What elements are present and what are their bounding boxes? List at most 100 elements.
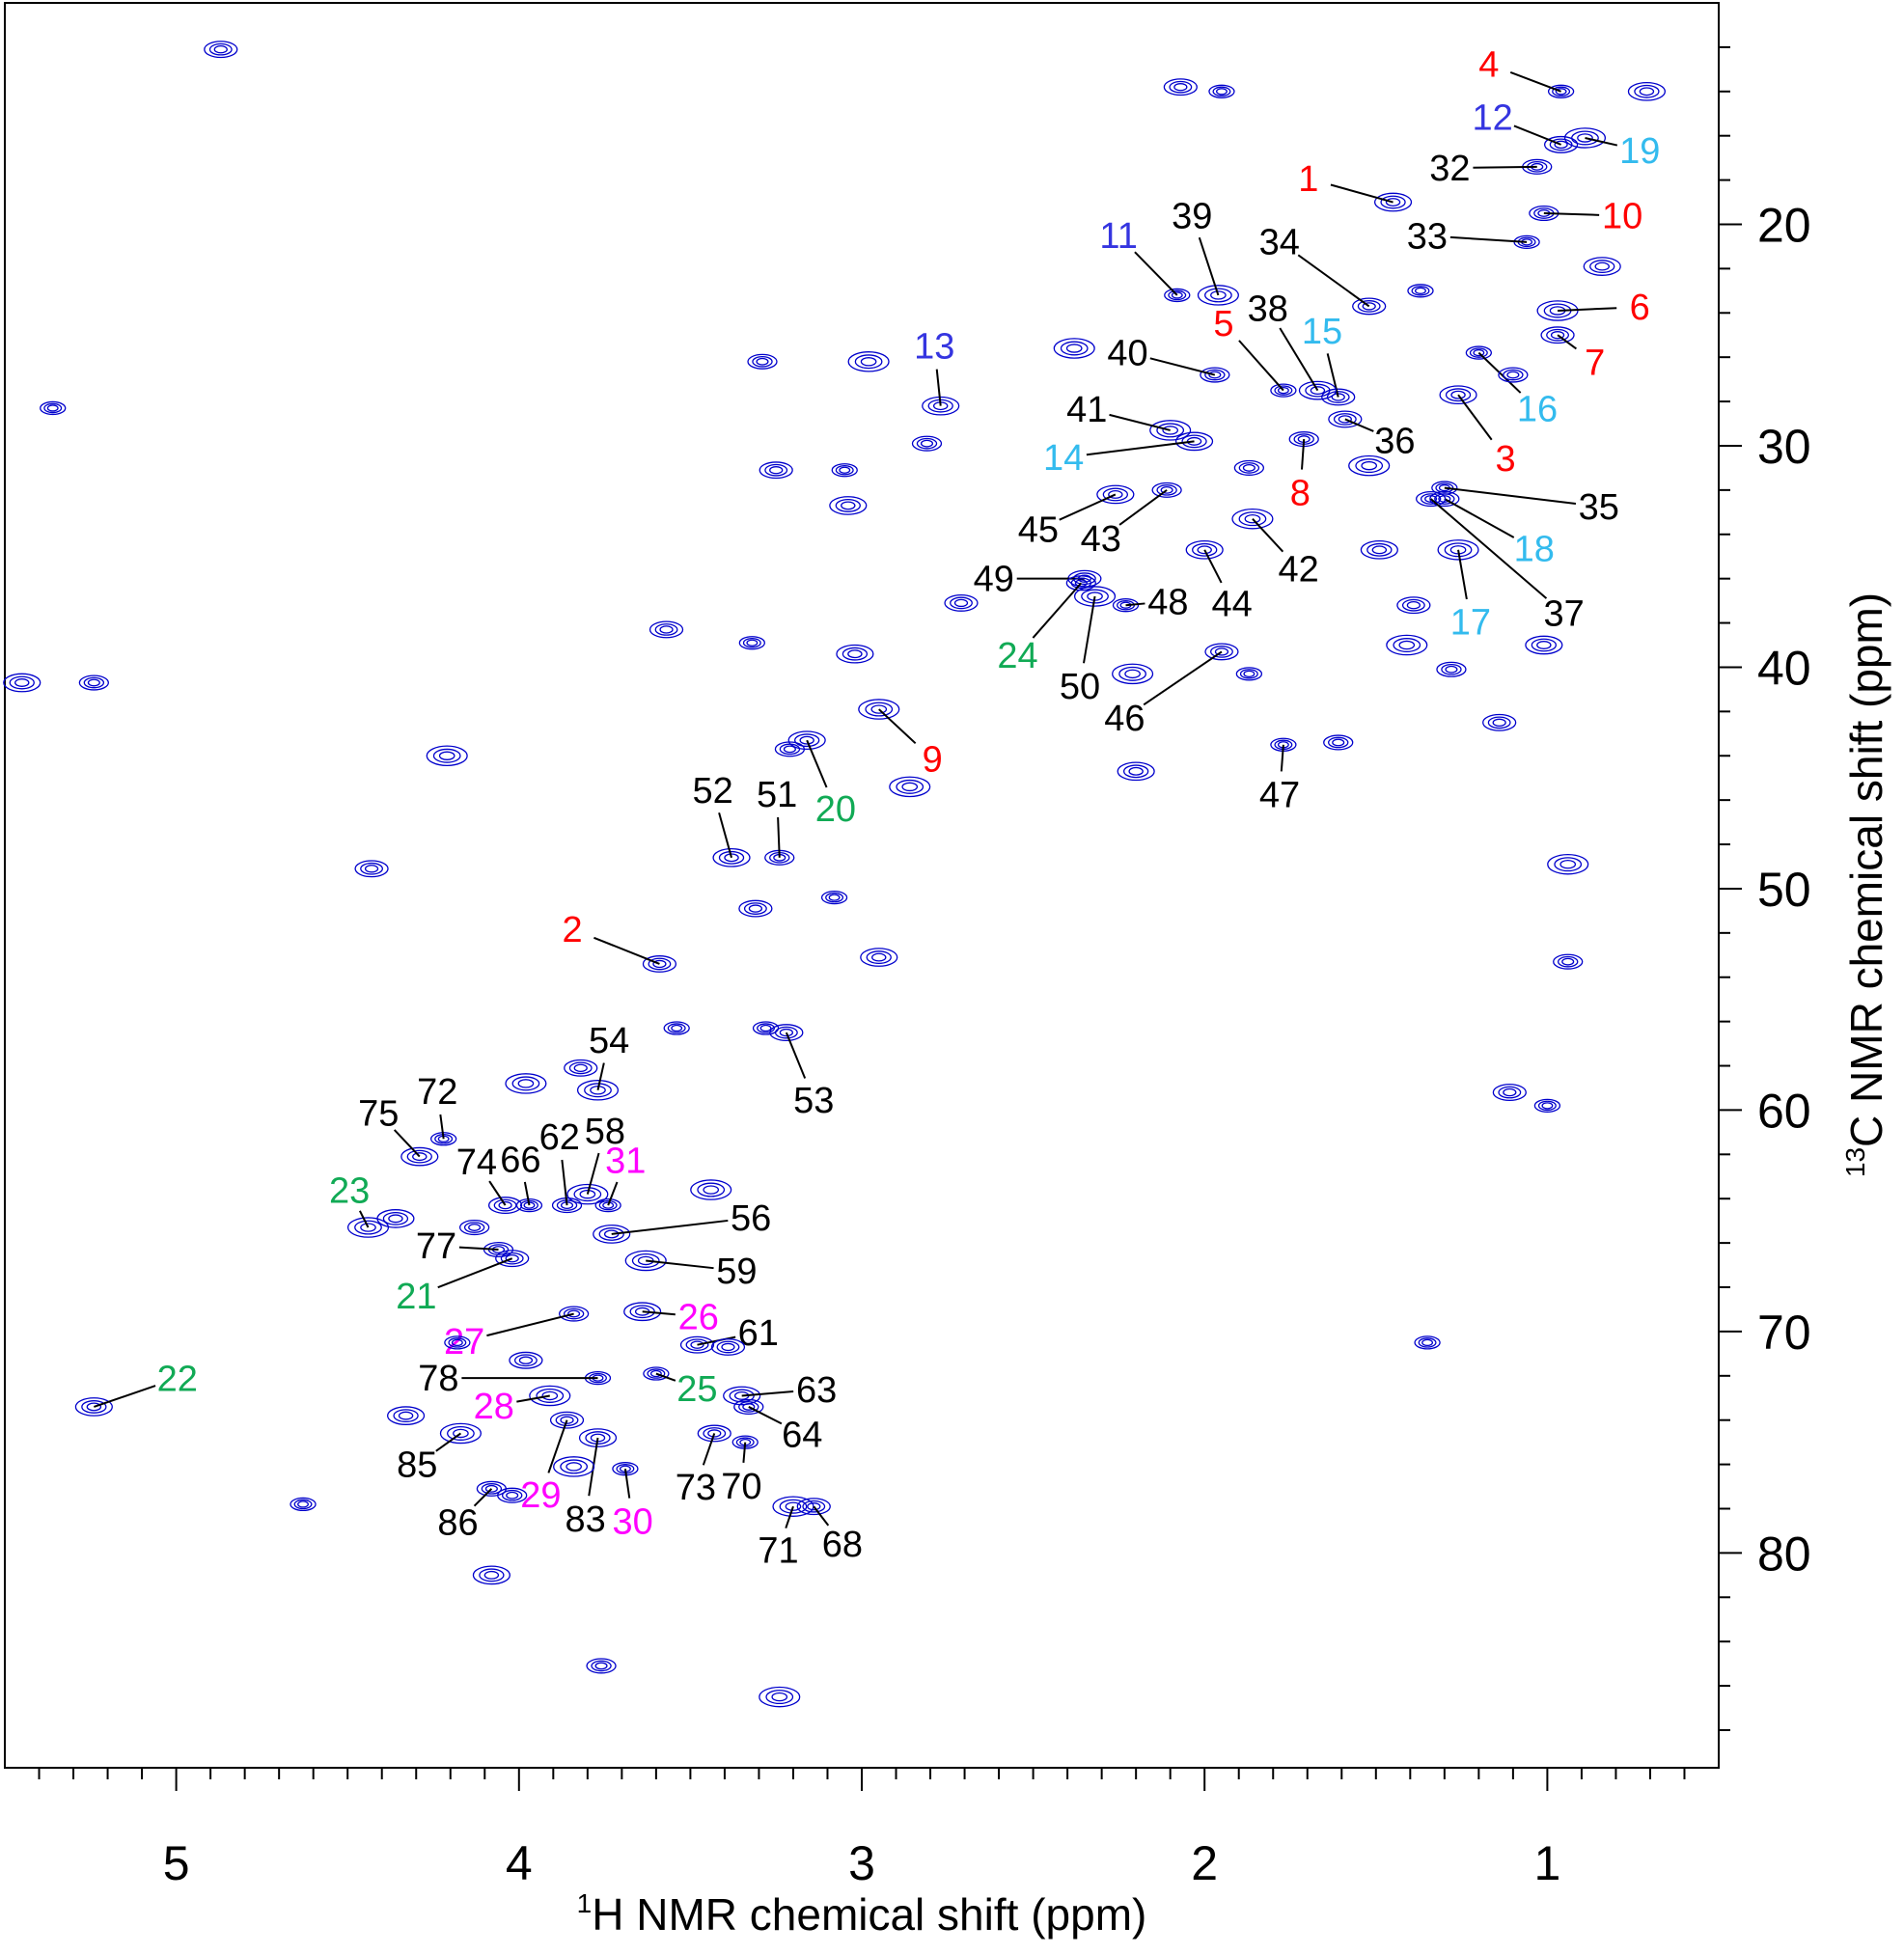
contour (854, 354, 883, 370)
contour (1503, 369, 1524, 381)
x-axis-title-sup: 1 (577, 1888, 593, 1918)
contour (1589, 260, 1615, 274)
leader-line (473, 1488, 493, 1507)
peak (549, 1411, 585, 1429)
contour (578, 1428, 618, 1447)
contour (1328, 736, 1349, 749)
contour (1506, 371, 1520, 379)
peak-label: 27 (444, 1322, 484, 1362)
peak (1482, 713, 1517, 731)
peak-label: 37 (1544, 594, 1585, 635)
contour (567, 1309, 581, 1318)
contour (799, 735, 814, 745)
contour (594, 1662, 608, 1670)
contour (1239, 669, 1258, 679)
peak-label: 17 (1450, 603, 1491, 644)
peak (738, 636, 765, 650)
contour (1128, 766, 1144, 776)
contour (1162, 426, 1179, 435)
contour (1634, 84, 1660, 98)
peak (642, 955, 677, 973)
peak (564, 1059, 598, 1077)
contour (1561, 957, 1575, 966)
contour (1594, 261, 1610, 271)
contour (1554, 857, 1583, 872)
leader-line (437, 1257, 513, 1289)
contour (796, 1498, 831, 1516)
peak-label: 6 (1630, 288, 1650, 328)
contour (729, 1389, 755, 1403)
contour (573, 1063, 588, 1073)
contour (1639, 87, 1655, 96)
contour (747, 353, 778, 370)
contour (690, 1340, 704, 1349)
contour (1362, 302, 1376, 311)
contour (659, 625, 674, 634)
contour (1445, 665, 1458, 674)
y-axis-title-text: C NMR chemical shift (ppm) (1841, 592, 1891, 1147)
contour (1169, 80, 1193, 94)
contour (724, 853, 739, 863)
contour (835, 499, 861, 512)
contour (860, 357, 877, 367)
contour (1406, 601, 1421, 610)
contour (560, 1459, 589, 1474)
contour (785, 1501, 802, 1511)
peak (40, 400, 67, 416)
contour (598, 1199, 618, 1211)
contour (388, 1214, 403, 1224)
leader-line (1330, 183, 1394, 204)
contour (1305, 383, 1331, 398)
contour (386, 1406, 426, 1425)
y-tick-label: 80 (1757, 1527, 1811, 1581)
contour (752, 1021, 780, 1035)
contour (920, 439, 934, 448)
peak (733, 1398, 764, 1415)
contour (828, 894, 841, 901)
peak-label: 49 (974, 560, 1014, 600)
peak (497, 1487, 528, 1503)
contour (463, 1222, 485, 1233)
contour (1117, 761, 1155, 782)
contour (1437, 539, 1479, 561)
peak (1407, 284, 1434, 298)
peak (1436, 661, 1467, 677)
peak-label: 25 (676, 1369, 717, 1410)
peak (1437, 539, 1479, 561)
peak (643, 1366, 670, 1381)
peak-label: 59 (716, 1252, 757, 1292)
plot-frame (4, 2, 1720, 1769)
contour (623, 1302, 662, 1322)
contour (772, 1496, 814, 1517)
contour (593, 1225, 631, 1244)
contour (501, 1489, 523, 1501)
contour (690, 1179, 732, 1200)
peak (346, 1217, 390, 1238)
contour (566, 1183, 609, 1205)
contour (1424, 495, 1438, 503)
contour (1102, 487, 1129, 502)
contour (1216, 88, 1228, 96)
contour (579, 1189, 596, 1199)
peak (386, 1406, 426, 1425)
contour (829, 496, 868, 515)
leader-line (1238, 340, 1284, 392)
leader-line (1059, 493, 1117, 521)
peak-label: 63 (796, 1370, 837, 1411)
contour (1371, 545, 1388, 555)
contour (1173, 83, 1188, 92)
contour (1583, 257, 1621, 276)
peak (1174, 431, 1214, 452)
leader-line (1252, 518, 1284, 553)
contour (1531, 638, 1558, 652)
contour (1498, 1086, 1522, 1099)
contour (746, 639, 759, 647)
peak (1270, 383, 1297, 398)
peak (1208, 84, 1235, 98)
leader-line (1279, 327, 1319, 392)
x-tick-label: 5 (163, 1836, 190, 1890)
peak-label: 30 (613, 1501, 653, 1542)
leader-line (1557, 334, 1577, 350)
peak (444, 1335, 471, 1350)
